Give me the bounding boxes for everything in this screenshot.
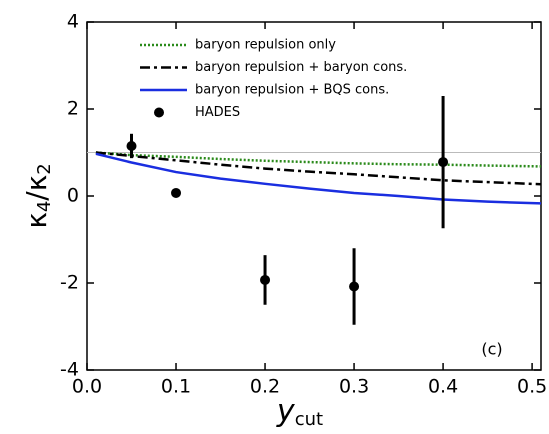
x-axis-label-part: cut bbox=[295, 409, 323, 430]
x-tick-label: 0.4 bbox=[428, 376, 458, 398]
x-axis-label: ycut bbox=[276, 394, 323, 431]
y-axis-label-part: κ bbox=[20, 212, 53, 229]
x-tick-label: 0.2 bbox=[250, 376, 280, 398]
y-axis-label-part: /κ bbox=[20, 175, 53, 201]
legend-marker bbox=[154, 107, 164, 118]
legend-label: HADES bbox=[195, 105, 240, 120]
data-point bbox=[171, 187, 182, 198]
y-axis-label: κ4/κ2 bbox=[20, 163, 55, 228]
y-tick-label: 4 bbox=[67, 11, 79, 33]
legend-label: baryon repulsion only bbox=[195, 38, 336, 53]
y-tick-label: 2 bbox=[67, 98, 79, 120]
x-axis-label-part: y bbox=[276, 394, 296, 429]
data-point bbox=[260, 274, 271, 285]
legend-label: baryon repulsion + BQS cons. bbox=[195, 83, 389, 98]
data-point bbox=[349, 281, 360, 292]
y-axis-label-part: 2 bbox=[34, 163, 55, 174]
x-tick-label: 0.1 bbox=[161, 376, 191, 398]
y-axis-label-part: 4 bbox=[34, 201, 55, 212]
y-tick-label: -2 bbox=[60, 272, 79, 294]
line-series bbox=[95, 152, 542, 205]
data-point bbox=[126, 140, 137, 151]
x-tick-label: 0.0 bbox=[72, 376, 102, 398]
data-point bbox=[438, 157, 449, 168]
annotation: (c) bbox=[481, 340, 502, 359]
legend-label: baryon repulsion + baryon cons. bbox=[195, 60, 407, 75]
line-series bbox=[95, 151, 542, 168]
x-tick-label: 0.5 bbox=[517, 376, 547, 398]
x-tick-label: 0.3 bbox=[339, 376, 369, 398]
y-tick-label: -4 bbox=[60, 359, 79, 381]
y-tick-label: 0 bbox=[67, 185, 79, 207]
line-series bbox=[95, 151, 542, 186]
